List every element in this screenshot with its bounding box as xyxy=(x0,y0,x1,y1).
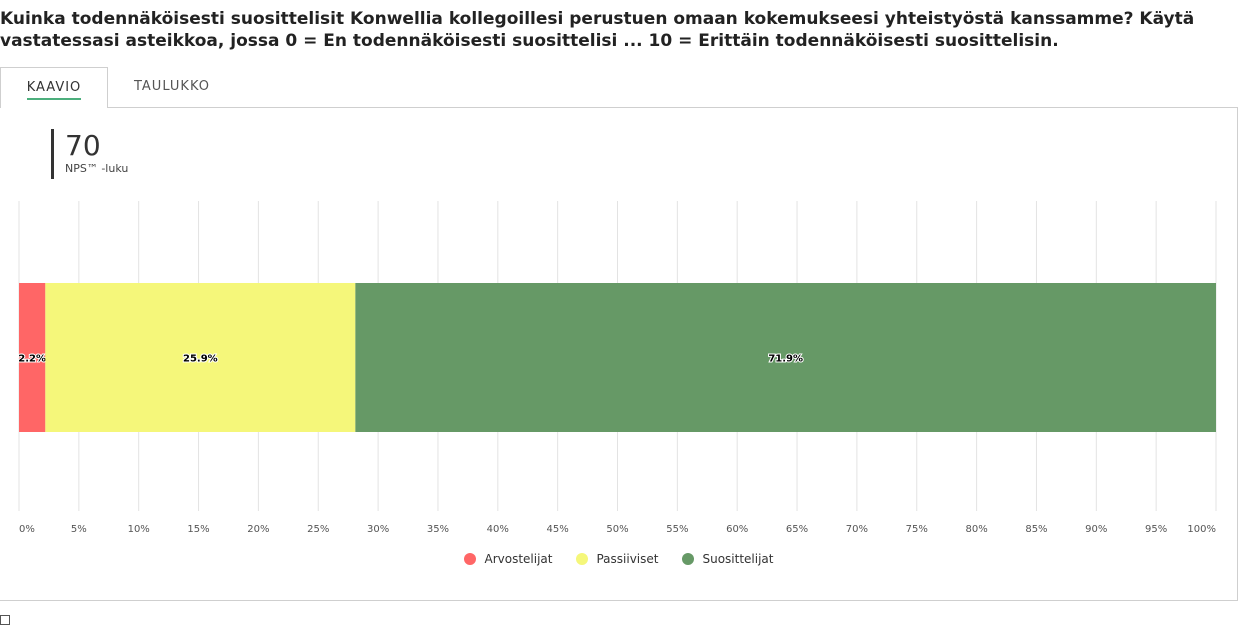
x-tick-label: 35% xyxy=(427,524,449,535)
nps-label: NPS™ -luku xyxy=(65,162,129,175)
data-label: 2.2% xyxy=(18,354,46,365)
legend-label: Arvostelijat xyxy=(484,552,553,566)
legend-dot-icon xyxy=(576,553,589,565)
tab-chart[interactable]: KAAVIO xyxy=(0,67,108,108)
x-tick-label: 40% xyxy=(487,524,509,535)
legend-dot-icon xyxy=(464,553,477,565)
x-tick-label: 70% xyxy=(846,524,868,535)
x-tick-label: 15% xyxy=(187,524,209,535)
x-tick-label: 20% xyxy=(247,524,269,535)
x-tick-label: 95% xyxy=(1145,524,1167,535)
legend-item-passives[interactable]: Passiiviset xyxy=(576,552,658,566)
data-label: 71.9% xyxy=(768,354,803,365)
x-tick-label: 75% xyxy=(906,524,928,535)
legend-dot-icon xyxy=(682,553,695,565)
bar-segment xyxy=(19,283,46,432)
bar-segment xyxy=(355,283,1216,432)
x-tick-label: 60% xyxy=(726,524,748,535)
x-tick-label: 25% xyxy=(307,524,329,535)
x-tick-label: 5% xyxy=(71,524,87,535)
x-tick-label: 100% xyxy=(1187,524,1216,535)
bar-segment xyxy=(45,283,356,432)
x-tick-label: 0% xyxy=(19,524,35,535)
x-tick-label: 55% xyxy=(666,524,688,535)
legend-label: Passiiviset xyxy=(596,552,659,566)
nps-score: 70 NPS™ -luku xyxy=(51,129,128,179)
x-tick-label: 85% xyxy=(1025,524,1047,535)
x-tick-label: 90% xyxy=(1085,524,1107,535)
nps-stacked-bar-chart: 0% 5% 10% 15% 20% 25% 30% 35% 40% 45% 50% 55% 60% 65%… xyxy=(17,201,1217,535)
x-tick-label: 80% xyxy=(965,524,987,535)
legend-item-detractors[interactable]: Arvostelijat xyxy=(464,552,552,566)
legend-item-promoters[interactable]: Suosittelijat xyxy=(682,552,774,566)
checkbox[interactable] xyxy=(0,615,10,625)
data-label: 25.9% xyxy=(183,354,218,365)
tab-table-label: TAULUKKO xyxy=(133,79,211,94)
x-tick-label: 65% xyxy=(786,524,808,535)
x-tick-label: 30% xyxy=(367,524,389,535)
chart-legend: Arvostelijat Passiiviset Suosittelijat xyxy=(0,552,1238,566)
view-tabs: KAAVIO TAULUKKO xyxy=(0,67,1238,108)
legend-label: Suosittelijat xyxy=(702,552,774,566)
tab-chart-label: KAAVIO xyxy=(26,80,82,100)
x-tick-label: 10% xyxy=(128,524,150,535)
nps-value: 70 xyxy=(65,129,101,162)
x-tick-label: 45% xyxy=(547,524,569,535)
x-tick-label: 50% xyxy=(606,524,628,535)
chart-panel xyxy=(0,107,1238,601)
tab-table[interactable]: TAULUKKO xyxy=(108,67,236,107)
question-title: Kuinka todennäköisesti suosittelisit Kon… xyxy=(0,9,1195,51)
